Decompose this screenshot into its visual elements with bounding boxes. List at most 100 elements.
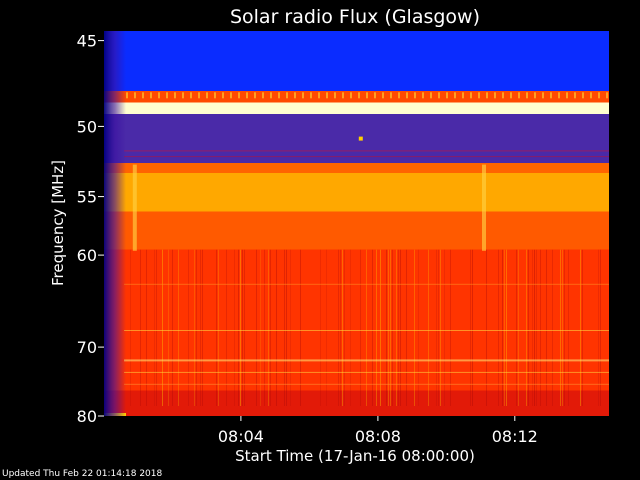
texture-streak: [504, 249, 505, 406]
texture-streak: [226, 249, 227, 406]
emission-line: [124, 359, 609, 362]
texture-streak: [562, 249, 563, 406]
interference-dot: [470, 92, 472, 99]
texture-streak: [202, 249, 203, 406]
y-tick-label-50: 50: [77, 117, 97, 136]
interference-dot: [238, 92, 240, 99]
texture-streak: [326, 249, 327, 406]
texture-streak: [344, 249, 345, 406]
texture-streak: [376, 249, 377, 406]
emission-line: [124, 330, 609, 331]
texture-streak: [178, 249, 179, 406]
texture-streak: [256, 249, 257, 406]
texture-streak: [168, 249, 169, 406]
interference-dot: [254, 92, 256, 99]
texture-streak: [260, 249, 261, 406]
texture-streak: [196, 249, 197, 406]
interference-dot: [486, 92, 488, 99]
interference-dot: [390, 92, 392, 99]
interference-dot: [574, 92, 576, 99]
interference-dot: [126, 92, 128, 99]
interference-dot: [374, 92, 376, 99]
texture-streak: [216, 249, 217, 406]
texture-streak: [172, 249, 173, 406]
texture-streak: [498, 249, 499, 406]
interference-dot: [550, 92, 552, 99]
emission-line: [124, 383, 609, 385]
texture-streak: [406, 249, 407, 406]
texture-streak: [540, 249, 541, 406]
interference-dot: [334, 92, 336, 99]
interference-dot: [342, 92, 344, 99]
interference-dot: [518, 92, 520, 99]
plot-background: [104, 31, 609, 416]
texture-streak: [534, 249, 535, 406]
interference-dot: [502, 92, 504, 99]
interference-dot: [590, 92, 592, 99]
interference-dot: [166, 92, 168, 99]
emission-line: [124, 156, 609, 158]
texture-streak: [154, 249, 155, 406]
texture-streak: [438, 249, 439, 406]
texture-streak: [486, 249, 487, 406]
texture-streak: [268, 249, 269, 406]
texture-streak: [532, 249, 533, 406]
texture-streak: [194, 249, 195, 406]
texture-streak: [238, 249, 239, 406]
texture-streak: [436, 249, 437, 406]
y-tick-label-70: 70: [77, 338, 97, 357]
interference-dot: [270, 92, 272, 99]
texture-streak: [380, 249, 381, 406]
y-tick-label-55: 55: [77, 188, 97, 207]
texture-streak: [388, 249, 389, 406]
startup-edge: [104, 31, 126, 416]
texture-streak: [276, 249, 277, 406]
texture-streak: [564, 249, 565, 406]
texture-streak: [264, 249, 265, 406]
interference-dot: [182, 92, 184, 99]
chart-title: Solar radio Flux (Glasgow): [230, 6, 480, 28]
interference-dot: [246, 92, 248, 99]
interference-dot: [158, 92, 160, 99]
interference-dot: [398, 92, 400, 99]
texture-streak: [342, 249, 343, 406]
interference-dot: [566, 92, 568, 99]
texture-streak: [372, 249, 373, 406]
texture-streak: [240, 249, 241, 406]
texture-streak: [516, 249, 517, 406]
texture-streak: [444, 249, 445, 406]
interference-dot: [222, 92, 224, 99]
event-markers: [132, 136, 486, 251]
interference-dot: [142, 92, 144, 99]
texture-streak: [156, 249, 157, 406]
interference-dot: [382, 92, 384, 99]
interference-dot: [206, 92, 208, 99]
interference-dot: [462, 92, 464, 99]
texture-streak: [472, 249, 473, 406]
texture-streak: [130, 249, 131, 406]
texture-streak: [366, 249, 367, 406]
texture-streak: [428, 249, 429, 406]
plot-area: [104, 31, 609, 416]
emission-line: [124, 150, 609, 152]
texture-streak: [396, 249, 397, 406]
texture-streak: [440, 249, 441, 406]
texture-streak: [390, 249, 391, 406]
texture-streak: [188, 249, 189, 406]
texture-streak: [418, 249, 419, 406]
x-tick-label-08:08: 08:08: [355, 427, 401, 446]
x-tick-label-08:04: 08:04: [218, 427, 264, 446]
interference-dot: [414, 92, 416, 99]
x-axis-ticks: 08:04 08:08 08:12: [218, 416, 538, 446]
update-timestamp: Updated Thu Feb 22 01:14:18 2018: [2, 469, 163, 479]
interference-dot: [582, 92, 584, 99]
interference-dot: [598, 92, 600, 99]
interference-dot: [190, 92, 192, 99]
texture-streak: [526, 249, 527, 406]
texture-streak: [286, 249, 287, 406]
texture-streak: [552, 249, 553, 406]
texture-streak: [392, 249, 393, 406]
interference-dot: [526, 92, 528, 99]
y-axis-ticks: 45 50 55 60 70 80: [77, 32, 104, 426]
texture-streak: [270, 249, 271, 406]
